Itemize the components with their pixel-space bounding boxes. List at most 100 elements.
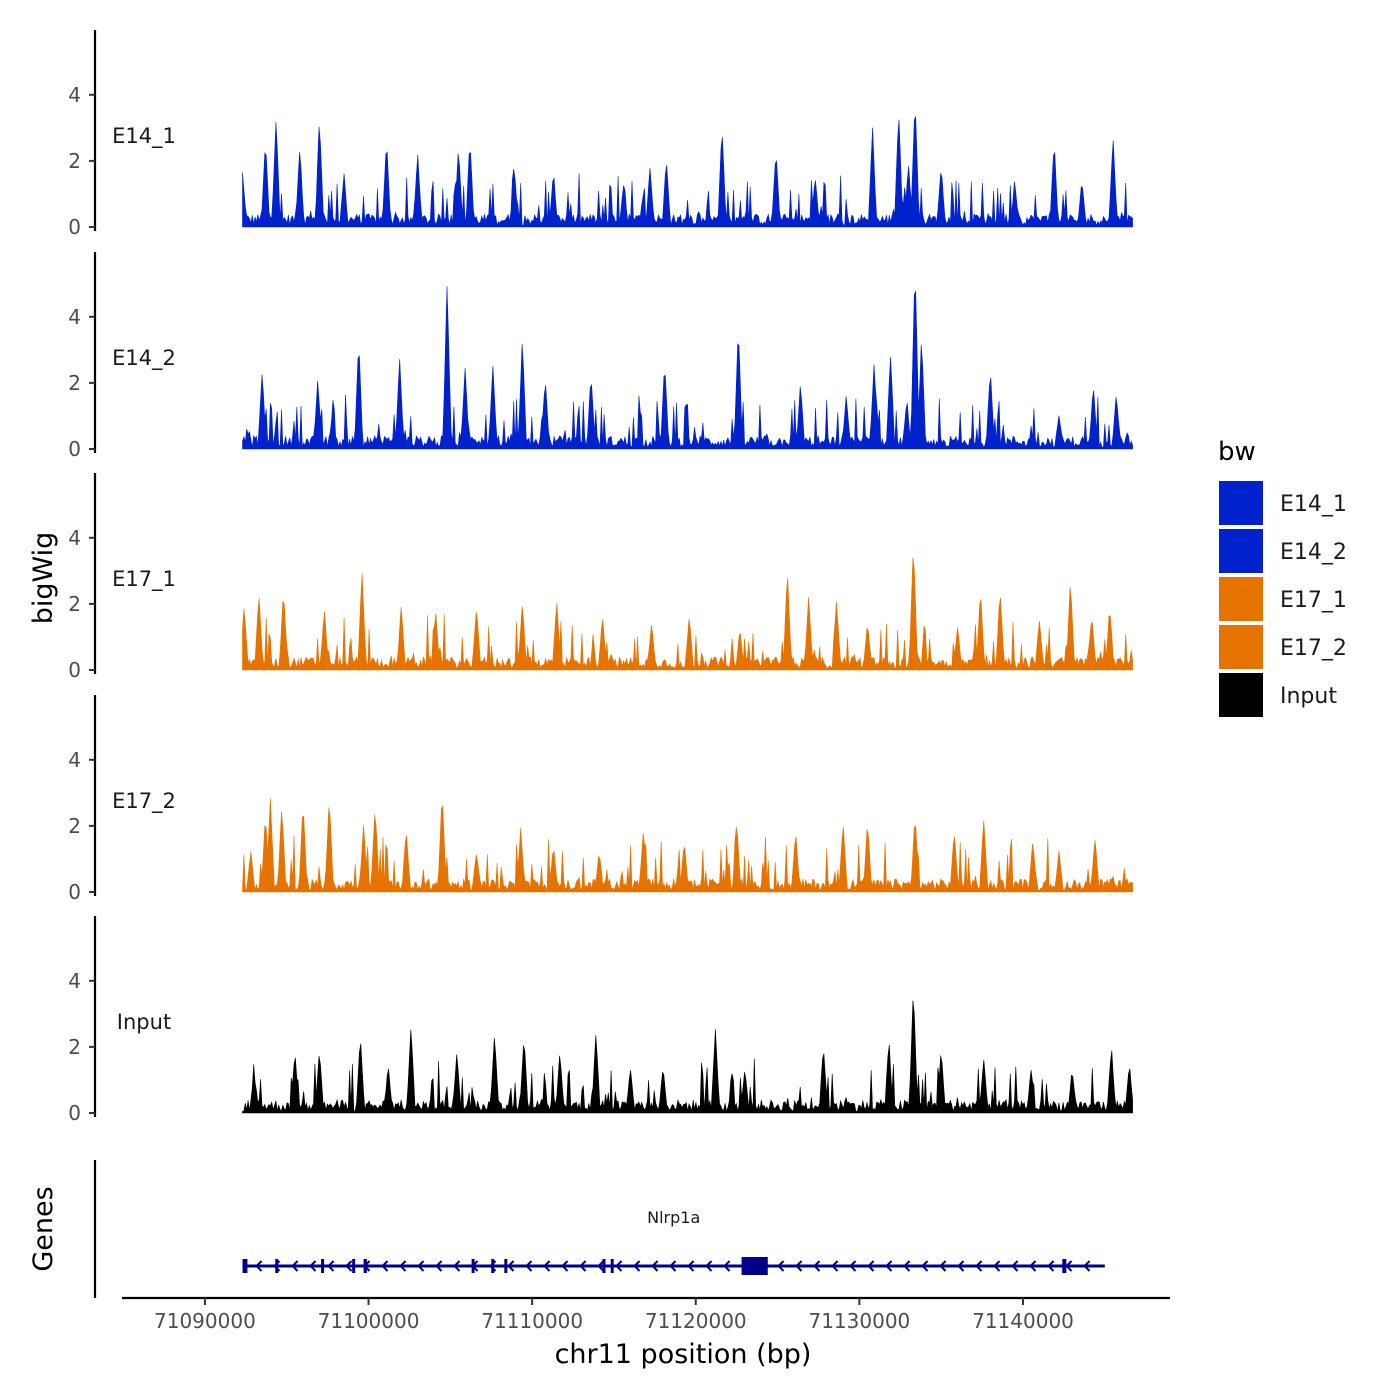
coverage-area-E14_2: [242, 286, 1133, 450]
track-label: E14_2: [112, 346, 176, 371]
strand-arrow: [849, 1260, 857, 1272]
legend-label: E14_2: [1280, 540, 1347, 565]
x-tick-label: 71120000: [645, 1309, 747, 1333]
gene-exon: [610, 1259, 614, 1273]
y-tick-label: 0: [68, 658, 81, 682]
x-axis: 71090000 71100000 71110000 71120000 71130000…: [122, 1296, 1170, 1333]
x-tick-label: 71090000: [154, 1309, 256, 1333]
strand-arrow: [255, 1260, 263, 1272]
gene-exon: [275, 1259, 279, 1273]
strand-arrow: [669, 1260, 677, 1272]
track-E14_1: 0 2 4 E14_1: [68, 30, 1133, 239]
y-tick-label: 4: [68, 526, 81, 550]
strand-arrow: [921, 1260, 929, 1272]
track-E14_2: 0 2 4 E14_2: [68, 252, 1133, 461]
strand-arrow: [561, 1260, 569, 1272]
strand-arrow: [723, 1260, 731, 1272]
legend-label: E14_1: [1280, 492, 1347, 517]
strand-arrow: [939, 1260, 947, 1272]
strand-arrow: [1047, 1260, 1055, 1272]
y-tick-label: 2: [68, 149, 81, 173]
strand-arrow: [453, 1260, 461, 1272]
strand-arrow: [777, 1260, 785, 1272]
strand-arrow: [903, 1260, 911, 1272]
strand-arrow: [813, 1260, 821, 1272]
gene-exon: [602, 1259, 606, 1273]
coverage-area-E14_1: [242, 116, 1133, 228]
gene-exon: [471, 1259, 475, 1273]
strand-arrow: [1083, 1260, 1091, 1272]
legend-key-E17_2: [1217, 623, 1265, 671]
gene-name-label: Nlrp1a: [647, 1208, 700, 1227]
gene-exon: [504, 1259, 508, 1273]
strand-arrow: [309, 1260, 317, 1272]
track-label: E17_2: [112, 789, 176, 814]
strand-arrow: [633, 1260, 641, 1272]
y-tick-label: 2: [68, 814, 81, 838]
strand-arrow: [831, 1260, 839, 1272]
bigwig-tracks: 0 2 4 E14_1 0 2 4 E14_2 0 2 4 E17_1 0 2 4 E17_2 0 2 4 Input: [68, 30, 1133, 1125]
coverage-area-E17_2: [242, 798, 1133, 893]
gene-exon: [321, 1259, 325, 1273]
gene-exon: [741, 1257, 768, 1275]
gene-exon: [1062, 1259, 1067, 1273]
legend-key-E14_2: [1217, 527, 1265, 575]
legend-label: E17_1: [1280, 588, 1347, 613]
strand-arrow: [579, 1260, 587, 1272]
gene-exon: [491, 1259, 495, 1273]
x-tick-label: 71130000: [808, 1309, 910, 1333]
legend: bw E14_1 E14_2 E17_1 E17_2 Input: [1217, 437, 1347, 719]
strand-arrow: [525, 1260, 533, 1272]
x-tick-label: 71110000: [481, 1309, 583, 1333]
y-tick-label: 2: [68, 592, 81, 616]
strand-arrow: [975, 1260, 983, 1272]
track-label: E17_1: [112, 567, 176, 592]
coverage-area-Input: [242, 1000, 1133, 1114]
strand-arrow: [1029, 1260, 1037, 1272]
strand-arrow: [327, 1260, 335, 1272]
gene-Nlrp1a: Nlrp1a: [242, 1208, 1105, 1275]
gene-exon: [352, 1259, 356, 1273]
strand-arrow: [867, 1260, 875, 1272]
strand-arrow: [345, 1260, 353, 1272]
coverage-area-E17_1: [242, 557, 1133, 671]
legend-key-E14_1: [1217, 479, 1265, 527]
gene-exon: [242, 1259, 248, 1273]
x-axis-title: chr11 position (bp): [555, 1339, 812, 1370]
track-E17_1: 0 2 4 E17_1: [68, 473, 1133, 682]
y-tick-label: 2: [68, 371, 81, 395]
x-tick-label: 71140000: [972, 1309, 1074, 1333]
y-tick-label: 0: [68, 437, 81, 461]
track-label: Input: [117, 1010, 171, 1034]
strand-arrow: [957, 1260, 965, 1272]
y-tick-label: 0: [68, 215, 81, 239]
y-tick-label: 4: [68, 83, 81, 107]
strand-arrow: [417, 1260, 425, 1272]
strand-arrow: [435, 1260, 443, 1272]
track-Input: 0 2 4 Input: [68, 916, 1133, 1125]
legend-label: Input: [1280, 684, 1337, 709]
strand-arrow: [381, 1260, 389, 1272]
y-tick-label: 4: [68, 305, 81, 329]
x-tick-label: 71100000: [318, 1309, 420, 1333]
track-E17_2: 0 2 4 E17_2: [68, 695, 1133, 904]
y-tick-label: 2: [68, 1035, 81, 1059]
strand-arrow: [687, 1260, 695, 1272]
y-tick-label: 4: [68, 748, 81, 772]
gene-exon: [363, 1259, 367, 1273]
strand-arrow: [615, 1260, 623, 1272]
y-axis-title: bigWig: [28, 532, 59, 625]
strand-arrow: [1065, 1260, 1073, 1272]
strand-arrow: [507, 1260, 515, 1272]
gene-track: Nlrp1a: [93, 1160, 1105, 1298]
strand-arrow: [651, 1260, 659, 1272]
strand-arrow: [993, 1260, 1001, 1272]
y-tick-label: 0: [68, 1101, 81, 1125]
y-tick-label: 0: [68, 880, 81, 904]
legend-label: E17_2: [1280, 636, 1347, 661]
strand-arrow: [795, 1260, 803, 1272]
strand-arrow: [597, 1260, 605, 1272]
gene-track-title: Genes: [28, 1186, 59, 1271]
y-tick-label: 4: [68, 969, 81, 993]
